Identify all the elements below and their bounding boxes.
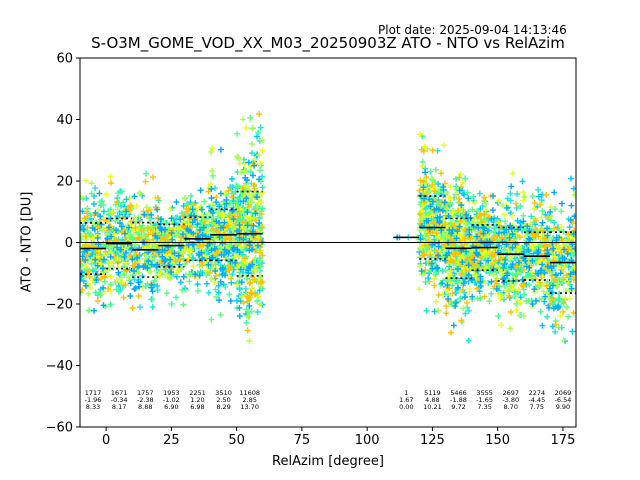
bin-stat-std: 9.72 [451, 403, 465, 411]
y-tick-label: 60 [56, 52, 73, 67]
bin-stat-std: 8.88 [138, 403, 152, 411]
bin-stat-count: 3555 [476, 389, 493, 397]
x-tick-label: 125 [420, 433, 445, 448]
bin-stat-std: 0.00 [399, 403, 413, 411]
bin-stat-mean: 4.88 [425, 396, 439, 404]
bin-stat-count: 1757 [137, 389, 154, 397]
x-tick-label: 50 [228, 433, 245, 448]
bin-stat-std: 13.70 [240, 403, 259, 411]
bin-stat-mean: 2.85 [242, 396, 256, 404]
bin-stat-mean: 1.67 [399, 396, 413, 404]
bin-stat-mean: -1.96 [85, 396, 102, 404]
x-tick-label: 175 [551, 433, 576, 448]
y-tick-label: −20 [46, 298, 73, 313]
bin-stat-mean: -1.02 [163, 396, 180, 404]
bin-stat-mean: 2.50 [216, 396, 230, 404]
bin-stat-count: 2697 [502, 389, 519, 397]
bin-stat-count: 1953 [163, 389, 180, 397]
bin-stat-mean: -1.88 [450, 396, 467, 404]
bin-stat-std: 7.35 [477, 403, 491, 411]
bin-stat-count: 11608 [239, 389, 260, 397]
bin-stat-count: 5466 [450, 389, 467, 397]
plot-date: Plot date: 2025-09-04 14:13:46 [378, 23, 567, 37]
bin-stat-mean: -0.34 [111, 396, 128, 404]
bin-stat-count: 1717 [85, 389, 102, 397]
bin-stat-count: 5119 [424, 389, 441, 397]
bin-stat-std: 10.21 [423, 403, 442, 411]
x-tick-label: 100 [355, 433, 380, 448]
bin-stat-std: 8.17 [112, 403, 126, 411]
y-tick-label: 0 [65, 236, 73, 251]
bin-stat-mean: -2.38 [137, 396, 154, 404]
bin-stat-mean: 1.20 [190, 396, 204, 404]
bin-stat-std: 8.33 [86, 403, 100, 411]
bin-stat-mean: -3.80 [502, 396, 519, 404]
bin-stat-mean: -1.65 [476, 396, 493, 404]
x-tick-label: 0 [102, 433, 110, 448]
y-tick-label: 40 [56, 113, 73, 128]
y-axis-label: ATO - NTO [DU] [19, 191, 35, 293]
bin-stat-std: 8.70 [503, 403, 517, 411]
bin-stat-mean: -4.45 [528, 396, 545, 404]
bin-stat-std: 6.98 [190, 403, 204, 411]
bin-stat-count: 2069 [555, 389, 572, 397]
chart-title: S-O3M_GOME_VOD_XX_M03_20250903Z ATO - NT… [91, 34, 565, 52]
x-tick-label: 150 [485, 433, 510, 448]
bin-stat-mean: -6.54 [555, 396, 572, 404]
bin-stat-std: 8.29 [216, 403, 230, 411]
x-tick-label: 75 [294, 433, 311, 448]
y-tick-label: −40 [46, 359, 73, 374]
y-tick-label: 20 [56, 175, 73, 190]
bin-stat-count: 1671 [111, 389, 128, 397]
bin-stat-std: 9.90 [556, 403, 570, 411]
x-axis-label: RelAzim [degree] [272, 454, 384, 469]
y-tick-label: −60 [46, 421, 73, 436]
bin-stat-count: 1 [404, 389, 408, 397]
bin-stat-std: 6.90 [164, 403, 178, 411]
x-tick-label: 25 [163, 433, 180, 448]
bin-stat-std: 7.75 [530, 403, 544, 411]
bin-stat-count: 2274 [529, 389, 546, 397]
bin-stat-count: 3510 [215, 389, 232, 397]
bin-stat-count: 2251 [189, 389, 206, 397]
